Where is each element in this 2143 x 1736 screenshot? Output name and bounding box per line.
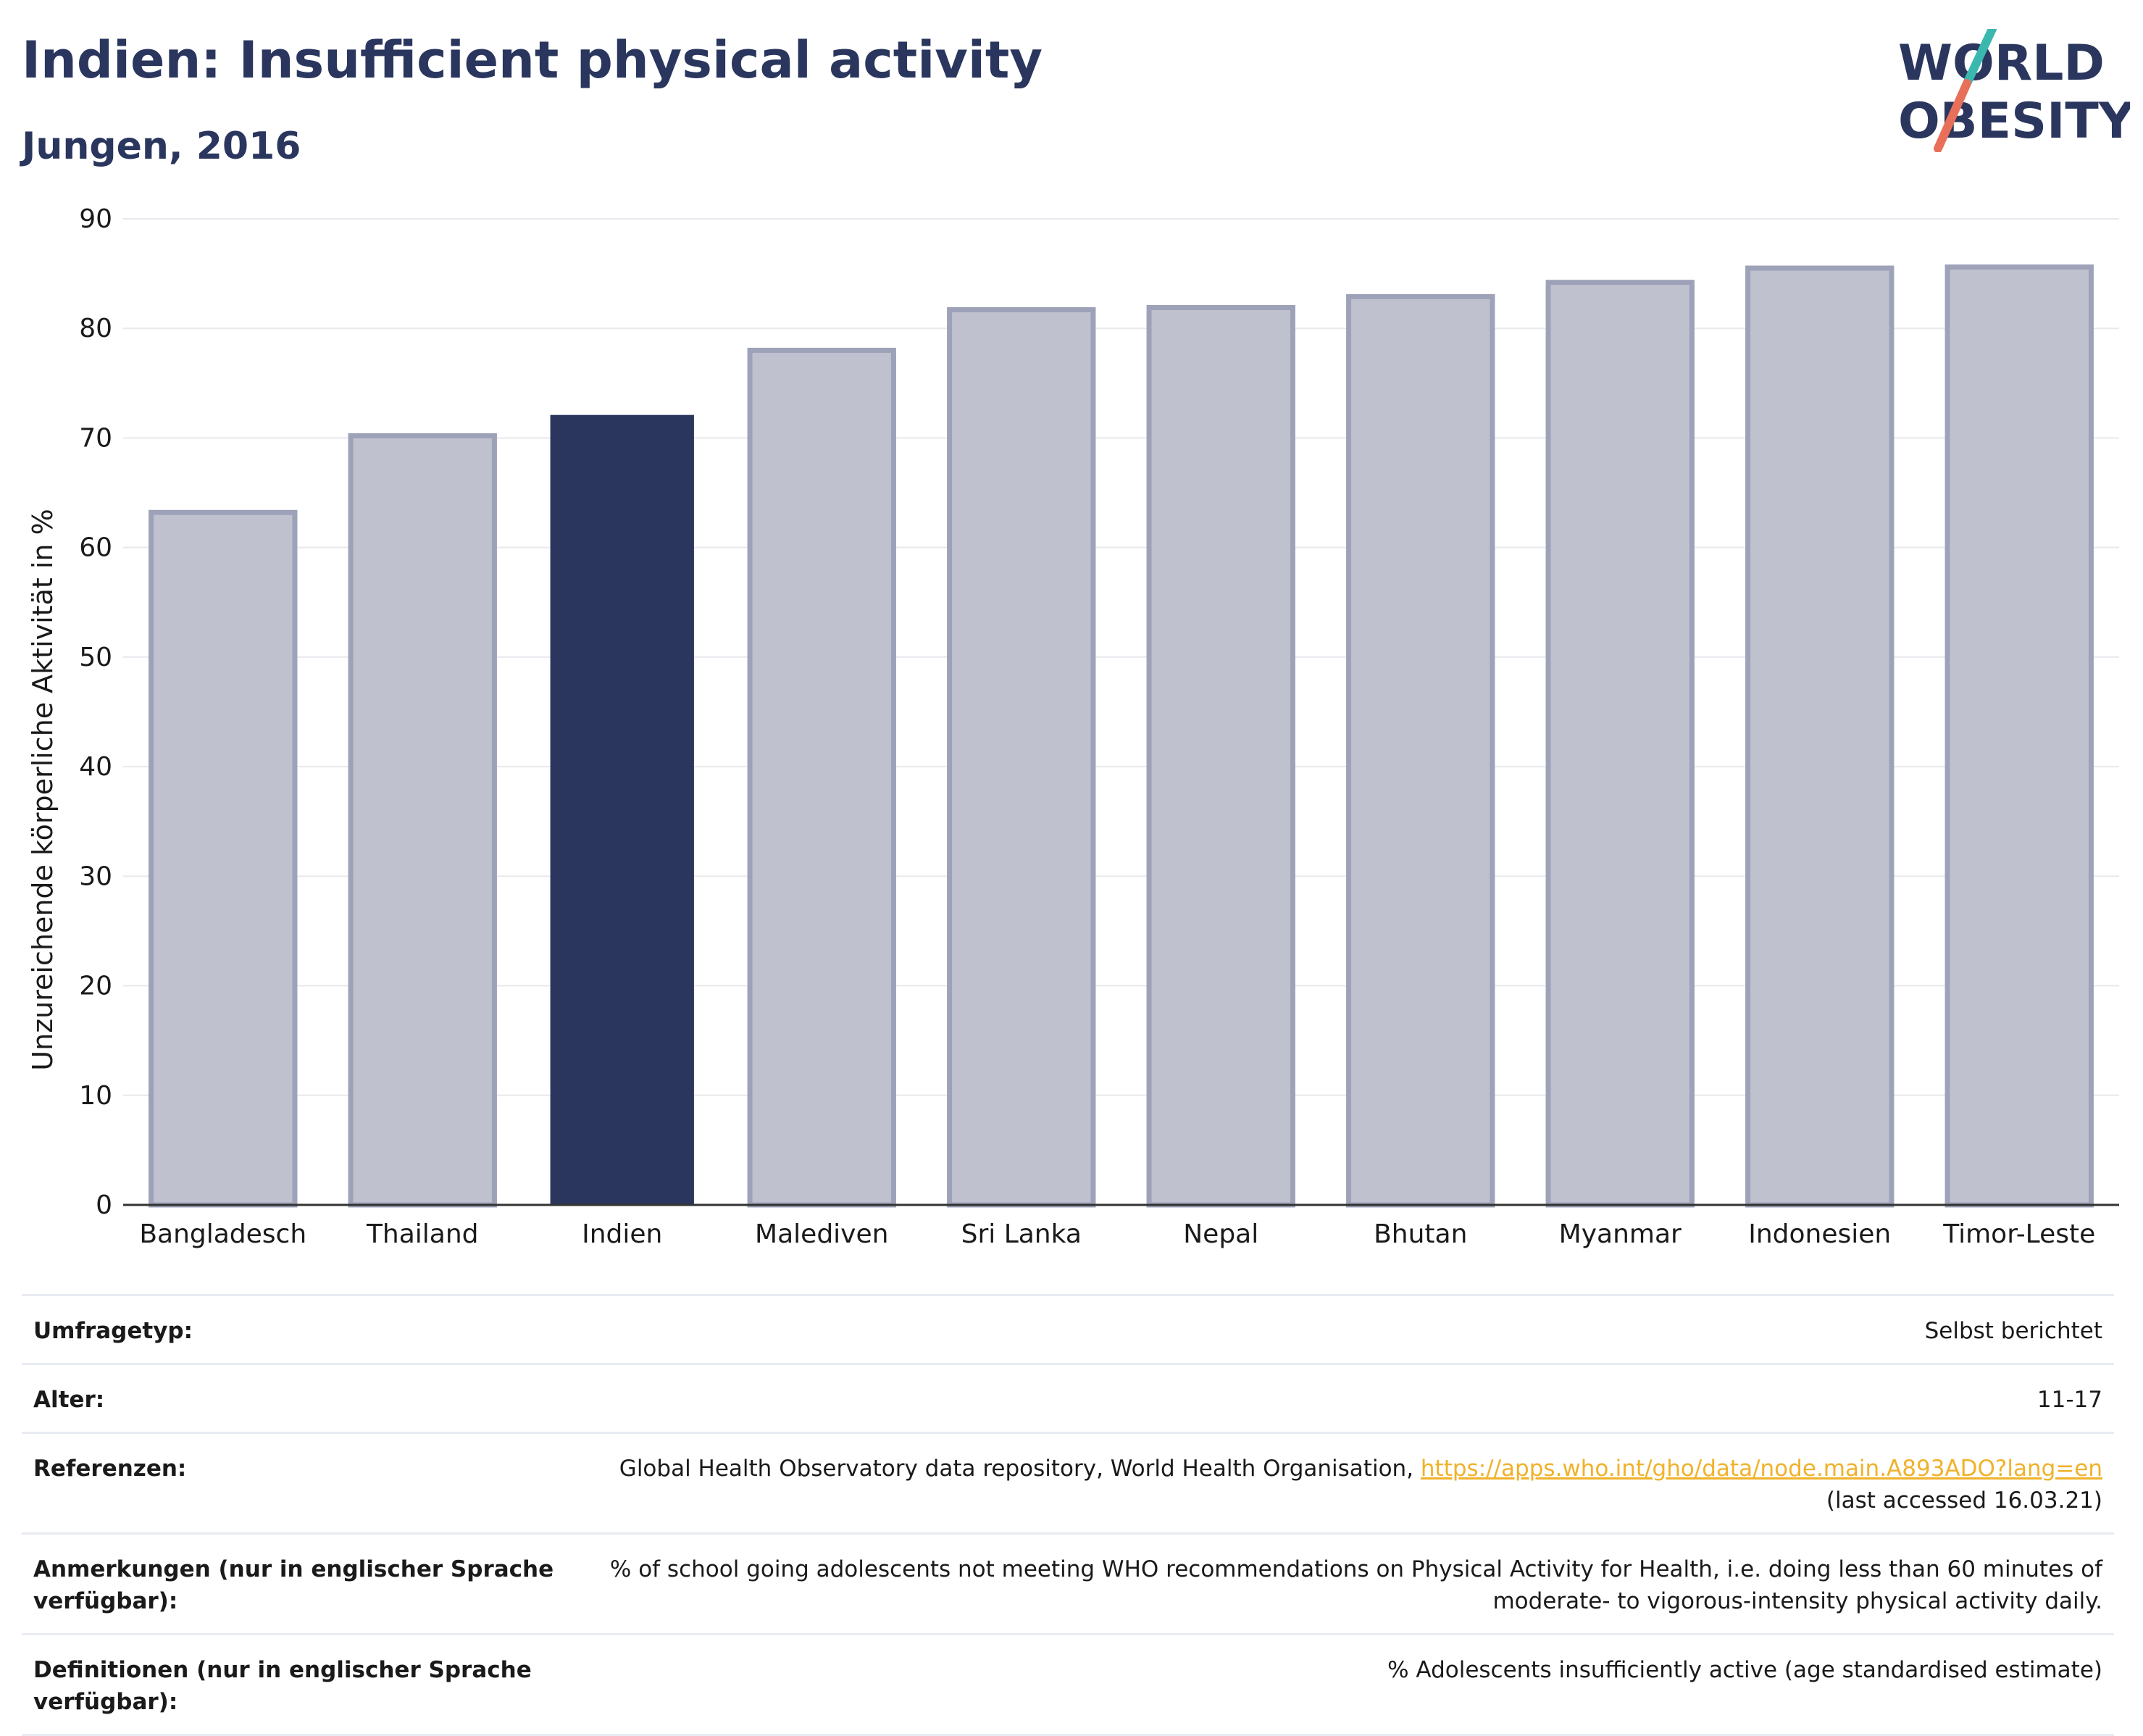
y-tick-label-10: 10 <box>79 1081 112 1111</box>
bar-indien <box>550 414 694 1206</box>
x-tick-label-malediven: Malediven <box>755 1219 888 1249</box>
bar-bangladesch <box>149 509 298 1208</box>
bar-thailand <box>348 433 497 1208</box>
y-axis-title: Unzureichende körperliche Aktivität in % <box>27 509 59 1070</box>
x-tick-label-bangladesch: Bangladesch <box>139 1219 306 1249</box>
bar-myanmar <box>1545 280 1695 1208</box>
bar-indonesien <box>1745 265 1895 1208</box>
info-label: Umfragetyp: <box>33 1318 193 1344</box>
x-tick-label-thailand: Thailand <box>366 1219 479 1249</box>
info-label: Anmerkungen (nur in englischer Sprache v… <box>33 1556 554 1614</box>
y-tick-label-70: 70 <box>79 423 112 453</box>
info-table: Umfragetyp: Selbst berichtet Alter: 11-1… <box>22 1294 2114 1736</box>
info-label: Referenzen: <box>33 1456 187 1482</box>
info-value: % Adolescents insufficiently active (age… <box>1387 1657 2102 1683</box>
x-tick-label-timor-leste: Timor-Leste <box>1942 1219 2095 1249</box>
x-tick-label-myanmar: Myanmar <box>1559 1219 1682 1249</box>
y-tick-label-0: 0 <box>96 1190 112 1220</box>
info-row-notes: Anmerkungen (nur in englischer Sprache v… <box>22 1532 2114 1633</box>
info-row-age: Alter: 11-17 <box>22 1363 2114 1432</box>
bar-nepal <box>1146 304 1295 1208</box>
info-value: Global Health Observatory data repositor… <box>555 1453 2102 1516</box>
x-tick-label-indien: Indien <box>582 1219 662 1249</box>
reference-text: Global Health Observatory data repositor… <box>619 1456 1421 1482</box>
y-tick-label-30: 30 <box>79 861 112 891</box>
info-value: % of school going adolescents not meetin… <box>609 1556 2102 1614</box>
info-label: Definitionen (nur in englischer Sprache … <box>33 1657 532 1715</box>
info-value: 11-17 <box>2037 1387 2102 1413</box>
bar-chart: 0 10 20 30 40 50 60 70 80 90 Bangladesch Thailand In… <box>27 204 2119 1249</box>
info-value: Selbst berichtet <box>1924 1318 2102 1344</box>
logo-line-2: OBESITY <box>1898 93 2130 150</box>
x-tick-label-sri-lanka: Sri Lanka <box>961 1219 1082 1249</box>
y-tick-label-40: 40 <box>79 752 112 782</box>
y-tick-label-60: 60 <box>79 533 112 563</box>
info-label: Alter: <box>33 1387 105 1413</box>
x-tick-label-nepal: Nepal <box>1183 1219 1258 1249</box>
world-obesity-logo: WORLD OBESITY <box>1898 29 2130 152</box>
reference-accessed: (last accessed 16.03.21) <box>1826 1487 2102 1514</box>
logo-slash-top <box>1963 29 1997 88</box>
logo-slash-bottom <box>1934 79 1971 152</box>
reference-link[interactable]: https://apps.who.int/gho/data/node.main.… <box>1420 1456 2102 1482</box>
y-tick-label-50: 50 <box>79 643 112 672</box>
y-tick-label-80: 80 <box>79 314 112 343</box>
bar-malediven <box>747 347 896 1208</box>
bars <box>149 264 2094 1208</box>
x-tick-label-indonesien: Indonesien <box>1748 1219 1891 1249</box>
y-tick-label-20: 20 <box>79 972 112 1001</box>
info-row-survey-type: Umfragetyp: Selbst berichtet <box>22 1294 2114 1363</box>
info-row-references: Referenzen: Global Health Observatory da… <box>22 1432 2114 1532</box>
info-row-definitions: Definitionen (nur in englischer Sprache … <box>22 1633 2114 1736</box>
x-tick-label-bhutan: Bhutan <box>1374 1219 1467 1249</box>
chart-subtitle: Jungen, 2016 <box>22 125 301 168</box>
bar-bhutan <box>1346 293 1495 1208</box>
bar-timor-leste <box>1944 264 2094 1208</box>
axes: 0 10 20 30 40 50 60 70 80 90 Bangladesch Thailand In… <box>79 204 2119 1249</box>
bar-sri-lanka <box>947 307 1096 1208</box>
chart-title: Indien: Insufficient physical activity <box>22 30 1043 90</box>
y-tick-label-90: 90 <box>79 204 112 234</box>
logo-line-1: WORLD <box>1898 35 2105 92</box>
